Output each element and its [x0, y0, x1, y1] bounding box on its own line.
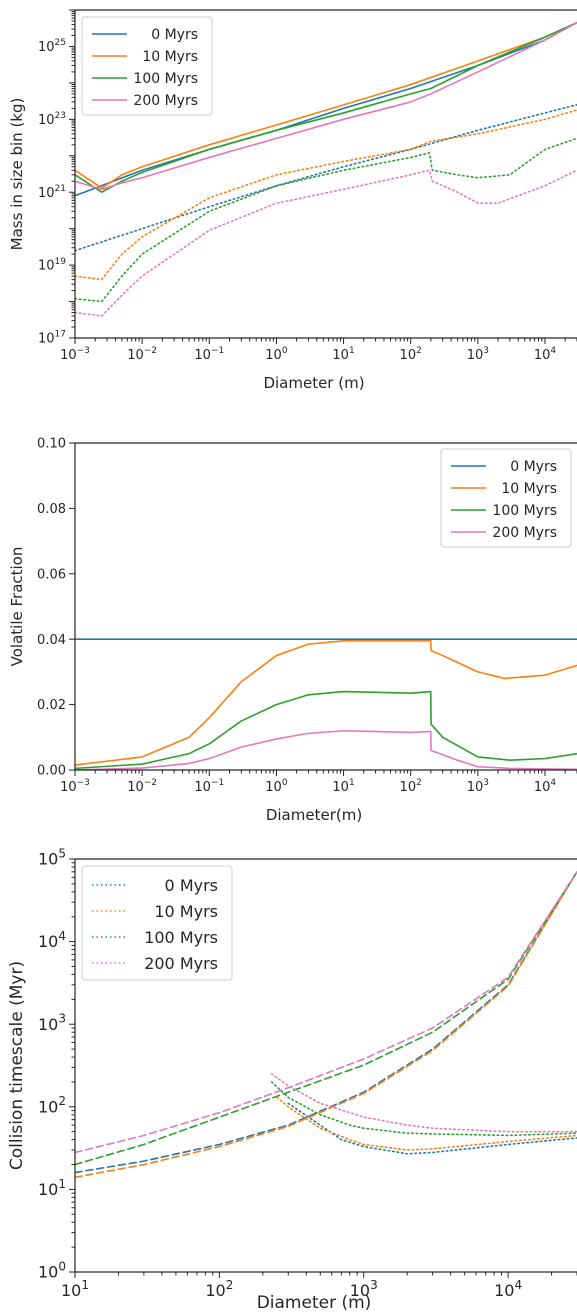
series-line-100-myrs-solid: [75, 21, 577, 194]
x-tick-label: 103: [350, 1278, 378, 1300]
series-line-100-myrs-dashed: [75, 870, 577, 1166]
y-tick-label: 1025: [38, 38, 66, 55]
legend-label: 100 Myrs: [492, 503, 557, 519]
x-tick-label: 103: [467, 778, 489, 795]
legend-box: [440, 448, 572, 548]
series-line-200-myrs-solid: [75, 21, 577, 191]
series-line-100-myrs-solid: [75, 690, 577, 770]
legend-label: 200 Myrs: [492, 525, 557, 541]
y-tick-label: 0.10: [37, 437, 66, 452]
x-axis-label: Diameter(m): [266, 806, 362, 824]
series-line-0-myrs-solid: [75, 21, 577, 197]
chart-2: 10−3 10−2 10−1 100 101 102 103 104 0.00 0.02 0.04 0…: [8, 437, 577, 824]
x-tick-label: 101: [332, 346, 354, 363]
x-tick-label: 100: [265, 346, 288, 363]
legend: 0 Myrs 10 Myrs 100 Myrs 200 Myrs: [81, 16, 213, 116]
y-tick-label: 100: [38, 1259, 66, 1281]
y-tick-label: 102: [38, 1094, 66, 1116]
legend-box: [81, 865, 233, 981]
y-tick-label: 0.04: [37, 633, 66, 648]
series-line-10-myrs-dotted: [75, 109, 577, 281]
x-tick-label: 103: [467, 346, 489, 363]
x-tick-label: 10−3: [60, 778, 90, 795]
legend-label: 100 Myrs: [133, 71, 198, 87]
legend-label: 100 Myrs: [144, 928, 218, 947]
y-tick-label: 105: [38, 846, 66, 868]
series-line-10-myrs-dotted: [276, 1096, 577, 1151]
x-tick-label: 102: [400, 346, 422, 363]
y-axis-label: Mass in size bin (kg): [8, 98, 26, 251]
legend-label: 10 Myrs: [142, 49, 198, 65]
legend: 0 Myrs 10 Myrs 100 Myrs 200 Myrs: [440, 448, 572, 548]
plot-area: [75, 21, 577, 317]
series-line-10-myrs-solid: [75, 640, 577, 766]
y-tick-label: 0.02: [37, 698, 66, 713]
legend-label: 200 Myrs: [144, 954, 218, 973]
y-axis-label: Volatile Fraction: [8, 547, 26, 667]
y-tick-label: 0.06: [37, 567, 66, 582]
series-line-10-myrs-dashed: [75, 870, 577, 1179]
x-tick-label: 102: [400, 778, 422, 795]
series-line-200-myrs-dotted: [75, 169, 577, 317]
legend-label: 10 Myrs: [501, 481, 557, 497]
x-tick-label: 100: [265, 778, 288, 795]
series-line-200-myrs-solid: [75, 729, 577, 770]
x-tick-label: 104: [534, 346, 557, 363]
y-axis-label: Collision timescale (Myr): [7, 961, 27, 1170]
legend-box: [81, 16, 213, 116]
series-line-200-myrs-dotted: [270, 1073, 577, 1133]
x-tick-label: 10−1: [194, 346, 224, 363]
y-tick-label: 0.08: [37, 502, 66, 517]
series-line-10-myrs-solid: [75, 21, 577, 189]
x-tick-label: 101: [332, 778, 354, 795]
y-tick-label: 103: [38, 1012, 66, 1034]
series-line-100-myrs-dotted: [75, 137, 577, 303]
series-line-100-myrs-dotted: [270, 1081, 577, 1137]
legend-label: 0 Myrs: [165, 876, 218, 895]
y-tick-label: 104: [38, 929, 66, 951]
y-tick-label: 1017: [38, 330, 66, 347]
x-tick-label: 102: [205, 1278, 233, 1300]
legend: 0 Myrs 10 Myrs 100 Myrs 200 Myrs: [81, 865, 233, 981]
plot-area: [75, 870, 577, 1179]
x-tick-label: 104: [534, 778, 557, 795]
chart-1: 10−3 10−2 10−1 100 101 102 103 104 1017 1019 1021 1…: [8, 9, 577, 392]
x-tick-label: 101: [61, 1278, 89, 1300]
legend-label: 0 Myrs: [510, 459, 557, 475]
series-line-200-myrs-dashed: [75, 870, 577, 1154]
legend-label: 10 Myrs: [154, 902, 218, 921]
y-tick-label: 1021: [38, 184, 66, 201]
x-tick-label: 10−1: [194, 778, 224, 795]
x-tick-label: 10−2: [127, 346, 157, 363]
plot-area: [75, 638, 577, 770]
x-tick-label: 10−2: [127, 778, 157, 795]
y-tick-label: 0.00: [37, 764, 66, 779]
y-tick-label: 1019: [38, 257, 66, 274]
legend-label: 0 Myrs: [151, 27, 198, 43]
legend-label: 200 Myrs: [133, 93, 198, 109]
series-line-0-myrs-dashed: [75, 870, 577, 1174]
y-tick-label: 101: [38, 1177, 66, 1199]
x-tick-label: 10−3: [60, 346, 90, 363]
y-tick-label: 1023: [38, 111, 66, 128]
x-axis-label: Diameter (m): [257, 1293, 372, 1313]
series-line-0-myrs-dotted: [287, 1102, 577, 1155]
series-line-0-myrs-dotted: [75, 104, 577, 252]
x-axis-label: Diameter (m): [263, 374, 364, 392]
x-tick-label: 104: [494, 1278, 522, 1300]
